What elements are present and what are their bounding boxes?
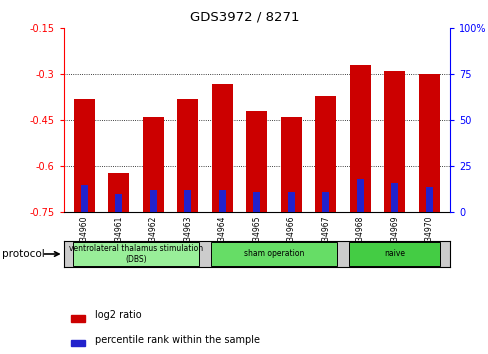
- Text: GDS3972 / 8271: GDS3972 / 8271: [189, 11, 299, 24]
- Bar: [349, 65, 370, 212]
- Bar: [71, 340, 85, 347]
- Bar: [287, 192, 294, 212]
- Bar: [390, 183, 398, 212]
- Text: ventrolateral thalamus stimulation
(DBS): ventrolateral thalamus stimulation (DBS): [69, 244, 203, 264]
- Bar: [425, 187, 432, 212]
- Bar: [184, 190, 191, 212]
- Bar: [356, 179, 363, 212]
- Bar: [348, 242, 439, 266]
- Bar: [108, 172, 129, 212]
- Bar: [177, 99, 198, 212]
- Bar: [74, 99, 94, 212]
- Bar: [211, 242, 336, 266]
- Bar: [142, 117, 163, 212]
- Bar: [280, 117, 301, 212]
- Bar: [115, 194, 122, 212]
- Bar: [315, 96, 335, 212]
- Bar: [218, 190, 225, 212]
- Bar: [418, 74, 439, 212]
- Text: percentile rank within the sample: percentile rank within the sample: [95, 335, 259, 344]
- Bar: [211, 84, 232, 212]
- Bar: [384, 71, 404, 212]
- Text: protocol: protocol: [2, 249, 45, 259]
- Bar: [73, 242, 198, 266]
- Text: naive: naive: [384, 250, 405, 258]
- Bar: [246, 111, 266, 212]
- Text: sham operation: sham operation: [244, 250, 304, 258]
- Bar: [71, 315, 85, 322]
- Text: log2 ratio: log2 ratio: [95, 310, 141, 320]
- Bar: [322, 192, 328, 212]
- Bar: [253, 192, 260, 212]
- Bar: [149, 190, 157, 212]
- Bar: [81, 185, 88, 212]
